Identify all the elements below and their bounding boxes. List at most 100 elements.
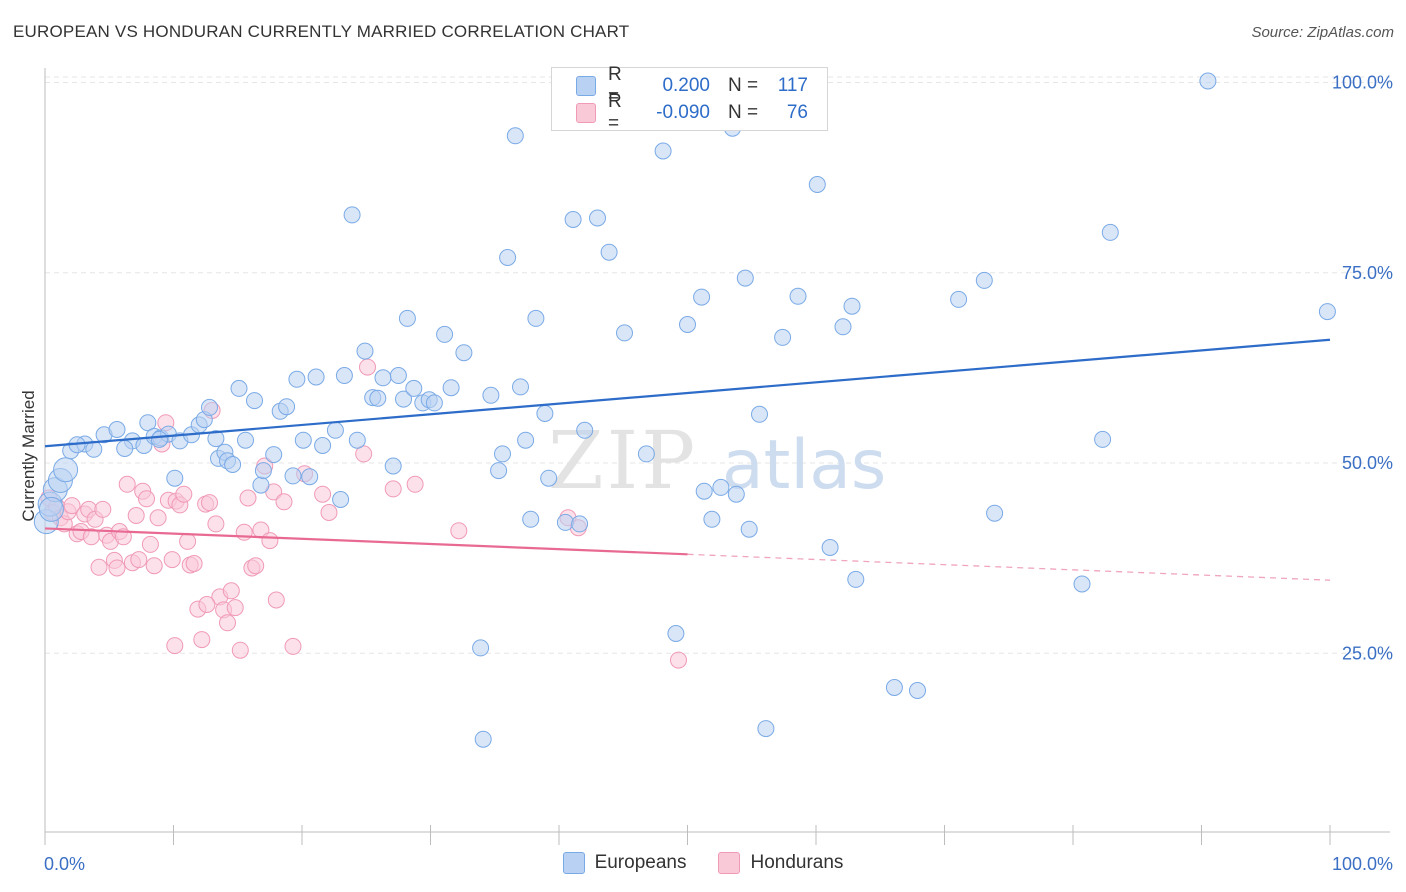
hondurans-point — [207, 515, 225, 533]
y-tick-labels: 25.0% 50.0% 75.0% 100.0% — [1332, 73, 1393, 664]
europeans-point — [166, 469, 184, 487]
hondurans-point — [226, 599, 244, 617]
europeans-point — [576, 421, 594, 439]
europeans-point — [374, 369, 392, 387]
europeans-points — [33, 72, 1336, 748]
europeans-point — [740, 520, 758, 538]
europeans-point — [600, 243, 618, 261]
hondurans-point — [314, 485, 332, 503]
europeans-point — [278, 398, 296, 416]
legend-r-value: -0.090 — [656, 102, 710, 123]
hondurans-point — [359, 358, 376, 376]
europeans-point — [455, 344, 473, 362]
legend-label-hondurans: Hondurans — [750, 852, 844, 873]
legend-swatch-hondurans — [718, 852, 741, 874]
watermark: ZIP atlas — [548, 414, 886, 507]
hondurans-point — [193, 631, 211, 649]
legend-r-label: R = — [608, 64, 622, 107]
hondurans-point — [185, 555, 203, 572]
x-tick-label-min: 0.0% — [44, 854, 85, 874]
europeans-point — [667, 625, 685, 642]
europeans-point — [536, 405, 554, 422]
gridlines — [45, 76, 1390, 654]
legend-row-hondurans: R = -0.090 N = 76 — [576, 91, 808, 134]
europeans-point — [405, 379, 423, 397]
hondurans-point — [320, 504, 338, 521]
hondurans-point — [247, 557, 265, 575]
europeans-point — [314, 437, 332, 454]
europeans-point — [654, 142, 672, 160]
europeans-point — [294, 431, 312, 449]
hondurans-point — [149, 509, 167, 527]
legend-item-hondurans[interactable]: Hondurans — [718, 852, 843, 874]
hondurans-point — [384, 480, 402, 498]
europeans-point — [712, 478, 730, 496]
europeans-point — [950, 290, 968, 308]
europeans-point — [847, 570, 865, 588]
hondurans-point — [127, 507, 145, 524]
hondurans-points — [40, 358, 687, 669]
europeans-point — [703, 510, 721, 528]
europeans-point — [564, 211, 582, 228]
europeans-point — [589, 209, 606, 227]
y-axis-label: Currently Married — [19, 390, 38, 521]
y-tick-label: 75.0% — [1342, 263, 1393, 283]
series-legend: Europeans Hondurans — [0, 852, 1406, 874]
europeans-point — [384, 457, 402, 475]
europeans-point — [230, 379, 248, 397]
europeans-point — [395, 390, 412, 408]
hondurans-trend-line — [44, 527, 688, 556]
europeans-point — [288, 370, 306, 388]
legend-n-value: 76 — [786, 102, 808, 123]
europeans-point — [522, 510, 540, 528]
europeans-point — [201, 398, 218, 416]
legend-r-label: R = — [608, 91, 622, 134]
watermark-atlas: atlas — [722, 426, 886, 505]
legend-item-europeans[interactable]: Europeans — [562, 852, 686, 874]
europeans-point — [116, 440, 134, 457]
europeans-point — [307, 368, 325, 386]
europeans-point — [252, 476, 270, 494]
europeans-point — [326, 421, 344, 439]
europeans-point — [789, 287, 807, 305]
europeans-point — [843, 297, 861, 315]
hondurans-point — [175, 485, 193, 503]
europeans-point — [490, 462, 508, 480]
europeans-point — [506, 127, 524, 145]
europeans-point — [637, 445, 655, 463]
legend-swatch-europeans — [576, 76, 596, 96]
europeans-trend-line — [44, 338, 1331, 448]
hondurans-point — [222, 582, 240, 600]
hondurans-point — [138, 490, 155, 508]
hondurans-point — [261, 532, 279, 550]
x-axis-ticks — [44, 825, 1331, 845]
legend-swatch-europeans — [562, 852, 585, 874]
europeans-point — [369, 389, 387, 407]
hondurans-point — [163, 551, 181, 569]
europeans-point — [1318, 303, 1336, 321]
y-tick-label: 50.0% — [1342, 453, 1393, 473]
europeans-point — [751, 405, 768, 423]
legend-r-value: 0.200 — [662, 75, 710, 96]
europeans-point — [517, 431, 535, 449]
europeans-point — [348, 431, 366, 449]
europeans-point — [436, 325, 454, 343]
europeans-point — [139, 414, 157, 432]
hondurans-point — [118, 475, 136, 493]
axes — [44, 68, 1390, 833]
europeans-point — [757, 720, 775, 738]
europeans-point — [207, 430, 225, 448]
europeans-point — [1094, 430, 1112, 448]
hondurans-point — [670, 651, 687, 669]
europeans-point — [986, 504, 1004, 522]
europeans-point — [38, 496, 64, 522]
hondurans-point — [201, 494, 218, 512]
europeans-point — [679, 316, 696, 333]
europeans-point — [1073, 575, 1091, 593]
europeans-point — [356, 342, 374, 360]
hondurans-point — [239, 489, 257, 507]
watermark-zip: ZIP — [548, 414, 698, 507]
hondurans-point — [179, 532, 197, 550]
hondurans-point — [450, 522, 468, 540]
